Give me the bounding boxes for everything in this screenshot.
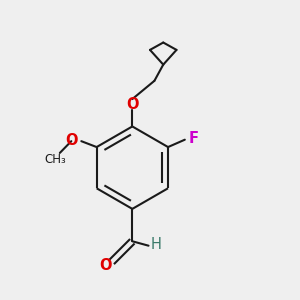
Text: O: O (66, 133, 78, 148)
Text: H: H (151, 237, 161, 252)
Text: O: O (99, 258, 112, 273)
Text: F: F (189, 131, 199, 146)
Text: O: O (126, 97, 139, 112)
Text: CH₃: CH₃ (44, 153, 66, 166)
